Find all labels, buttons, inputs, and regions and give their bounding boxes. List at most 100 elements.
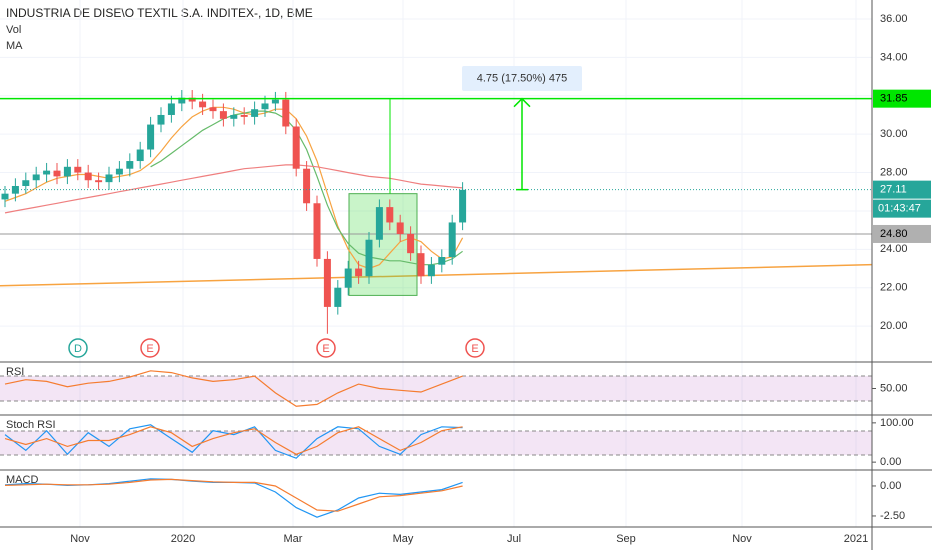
indicator-line (4, 370, 463, 407)
y-tick-label: 0.00 (880, 456, 901, 468)
target-price-label-box (873, 89, 931, 108)
legend-item: Vol (6, 24, 21, 36)
candle-body (167, 103, 175, 115)
candle-body (355, 268, 363, 277)
measure-label-box (462, 66, 582, 91)
candle-body (438, 257, 446, 265)
pane-title: Stoch RSI (6, 419, 56, 431)
legend-item: MA (6, 40, 23, 52)
y-tick-label: 28.00 (880, 166, 908, 178)
candle-body (32, 174, 40, 181)
level-price-label: 24.80 (880, 228, 908, 240)
y-tick-label: -2.50 (880, 510, 905, 522)
candle-body (417, 253, 425, 277)
candle-body (334, 287, 342, 307)
candle-body (199, 101, 207, 108)
x-tick-label: Sep (616, 533, 636, 545)
candle-body (251, 109, 259, 117)
candle-body (271, 99, 279, 104)
x-tick-label: 2020 (171, 533, 195, 545)
candle-body (105, 174, 113, 183)
candle-body (115, 168, 123, 175)
candle-body (292, 126, 300, 169)
event-label: D (74, 343, 82, 355)
candle-body (43, 170, 51, 175)
y-tick-label: 36.00 (880, 13, 908, 25)
range-box (348, 193, 418, 296)
countdown-box (873, 199, 931, 218)
last-price-label: 27.11 (880, 184, 907, 196)
candle-body (63, 166, 71, 177)
pane-title: RSI (6, 366, 24, 378)
last-price-label-box (873, 180, 931, 199)
candle-body (22, 180, 30, 186)
y-tick-label: 100.00 (880, 417, 914, 429)
candle-body (448, 222, 456, 258)
candle-body (240, 114, 248, 117)
candle-body (219, 111, 227, 119)
y-tick-label: 0.00 (880, 480, 901, 492)
candle-body (157, 114, 165, 125)
candle-body (95, 180, 103, 183)
event-marker (68, 338, 88, 358)
candle-body (303, 168, 311, 204)
candle-body (53, 170, 61, 177)
candle-body (261, 103, 269, 110)
y-tick-label: 20.00 (880, 320, 908, 332)
event-marker (465, 338, 485, 358)
x-tick-label: Nov (732, 533, 752, 545)
moving-average (150, 110, 463, 266)
indicator-line (4, 478, 463, 512)
y-tick-label: 24.00 (880, 243, 908, 255)
chart-title: INDUSTRIA DE DISE\O TEXTIL S.A. INDITEX-… (6, 6, 313, 20)
x-tick-label: Jul (507, 533, 521, 545)
event-label: E (471, 343, 478, 355)
candle-body (344, 268, 352, 288)
candle-body (188, 97, 196, 102)
trend-line (0, 263, 873, 287)
candle-body (74, 166, 82, 173)
x-tick-label: Nov (70, 533, 90, 545)
candle-body (230, 114, 238, 119)
candle-body (126, 161, 134, 169)
indicator-band (0, 431, 872, 455)
candle-body (323, 258, 331, 307)
target-price-label: 31.85 (880, 93, 908, 105)
y-tick-label: 50.00 (880, 382, 908, 394)
candle-body (313, 203, 321, 259)
countdown: 01:43:47 (878, 203, 921, 215)
arrow-head (513, 97, 531, 108)
y-tick-label: 34.00 (880, 51, 908, 63)
candle-body (147, 124, 155, 150)
y-tick-label: 22.00 (880, 282, 908, 294)
candle-body (84, 172, 92, 181)
candle-body (209, 107, 217, 112)
indicator-band (0, 376, 872, 401)
event-marker (140, 338, 160, 358)
indicator-line (4, 426, 463, 455)
moving-average (4, 164, 463, 214)
candle-body (386, 207, 394, 223)
candle-body (396, 222, 404, 234)
x-tick-label: May (393, 533, 414, 545)
y-tick-label: 30.00 (880, 128, 908, 140)
level-price-label-box (873, 224, 931, 243)
x-tick-label: 2021 (844, 533, 868, 545)
event-marker (316, 338, 336, 358)
candle-body (136, 149, 144, 162)
event-label: E (322, 343, 329, 355)
candle-body (1, 193, 9, 200)
event-label: E (146, 343, 153, 355)
x-tick-label: Mar (284, 533, 303, 545)
measure-label: 4.75 (17.50%) 475 (477, 72, 568, 84)
candle-body (407, 233, 415, 254)
candle-body (178, 97, 186, 104)
candle-body (282, 99, 290, 127)
pane-title: MACD (6, 474, 38, 486)
candle-body (365, 239, 373, 277)
candle-body (459, 189, 467, 223)
candle-body (427, 264, 435, 277)
indicator-line (4, 424, 463, 459)
candle-body (375, 207, 383, 240)
